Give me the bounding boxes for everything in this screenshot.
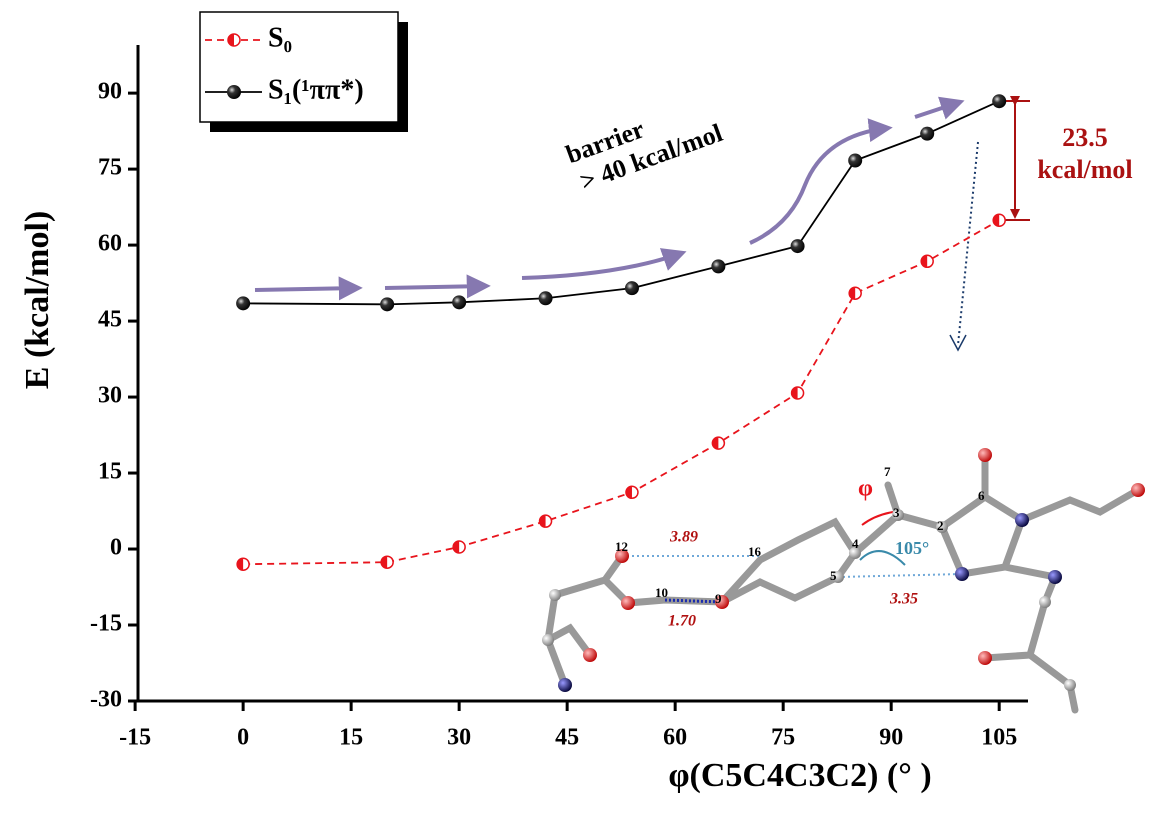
y-axis-label: E (kcal/mol) <box>19 211 56 389</box>
y-tick-label: 0 <box>110 535 122 561</box>
legend-label: S₀ <box>268 22 292 53</box>
x-tick-label: 90 <box>879 725 903 751</box>
x-tick-label: 15 <box>339 725 363 751</box>
data-point <box>539 291 553 305</box>
annotation: kcal/mol <box>1037 155 1132 184</box>
annotation: 3.35 <box>889 591 918 608</box>
x-tick-label: -15 <box>119 725 151 751</box>
x-tick-label: 60 <box>663 725 687 751</box>
y-tick-label: -30 <box>90 687 122 713</box>
legend-label: S₁(¹ππ*) <box>268 74 364 105</box>
chart: φ(C5C4C3C2) (° ) E (kcal/mol) barrier > … <box>0 0 1156 821</box>
atom-label: 3 <box>893 505 900 520</box>
annotation: 23.5 <box>1062 123 1108 152</box>
y-tick-label: 60 <box>98 231 122 257</box>
annotation: 105° <box>895 538 929 558</box>
data-point <box>452 295 466 309</box>
data-point <box>236 296 250 310</box>
y-tick-label: 15 <box>98 459 122 485</box>
atom-label: 12 <box>615 539 628 554</box>
x-tick-label: 0 <box>237 725 249 751</box>
x-tick-label: 105 <box>981 725 1017 751</box>
x-tick-label: 30 <box>447 725 471 751</box>
legend <box>200 12 398 122</box>
data-point <box>711 259 725 273</box>
annotation: 3.89 <box>669 529 698 546</box>
atom-label: 7 <box>884 464 891 479</box>
x-tick-label: 75 <box>771 725 795 751</box>
x-tick-label: 45 <box>555 725 579 751</box>
atom-label: 16 <box>748 544 762 559</box>
data-point <box>848 153 862 167</box>
annotation: φ <box>858 476 873 502</box>
annotation: 1.70 <box>668 613 696 630</box>
atom-label: 2 <box>937 518 944 533</box>
decoration <box>255 101 1145 710</box>
y-tick-label: 90 <box>98 79 122 105</box>
atom-label: 10 <box>655 585 668 600</box>
data-point <box>920 127 934 141</box>
y-tick-label: -15 <box>90 611 122 637</box>
data-point <box>625 281 639 295</box>
data-point <box>992 94 1006 108</box>
legend-marker <box>227 85 241 99</box>
data-point <box>380 297 394 311</box>
atom-label: 4 <box>852 536 859 551</box>
atom-label: 9 <box>715 591 722 606</box>
y-tick-label: 75 <box>98 155 122 181</box>
x-axis-label: φ(C5C4C3C2) (° ) <box>668 757 931 794</box>
atom-label: 5 <box>830 568 837 583</box>
data-point <box>791 239 805 253</box>
y-tick-label: 30 <box>98 383 122 409</box>
y-tick-label: 45 <box>98 307 122 333</box>
atom-label: 6 <box>978 488 985 503</box>
